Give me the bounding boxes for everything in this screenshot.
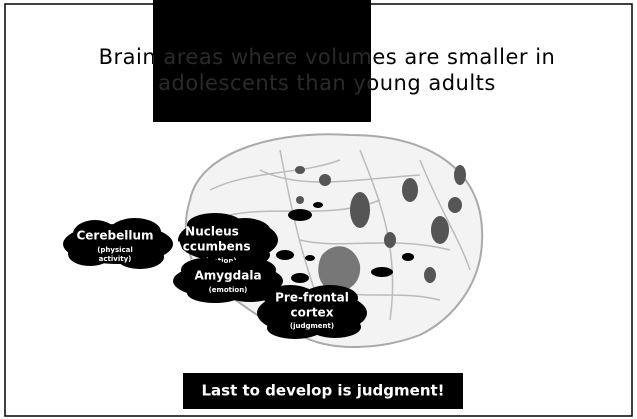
cloud-note: (emotion) (209, 286, 248, 294)
footer-text: Last to develop is judgment! (201, 382, 444, 400)
cloud-note: activity) (99, 255, 132, 263)
black-box (153, 0, 371, 122)
cloud-note: (physical (97, 246, 133, 254)
title-line-shadow: Brain areas where volumes are smaller in (99, 45, 556, 69)
cloud-note: (judgment) (290, 322, 334, 330)
cloud-amygdala (173, 258, 283, 303)
cloud-prefrontal (257, 285, 367, 339)
cloud-label: Amygdala (194, 269, 261, 283)
title-line-shadow: adolescents than young adults (158, 71, 496, 95)
cloud-label: Accumbens (174, 240, 251, 254)
cloud-cerebellum (63, 218, 173, 269)
cloud-label: cortex (291, 306, 334, 320)
cloud-label: Pre-frontal (275, 291, 349, 305)
cloud-label: Nucleus (185, 225, 239, 239)
footer-box (183, 373, 463, 409)
cloud-label: Cerebellum (76, 229, 153, 243)
